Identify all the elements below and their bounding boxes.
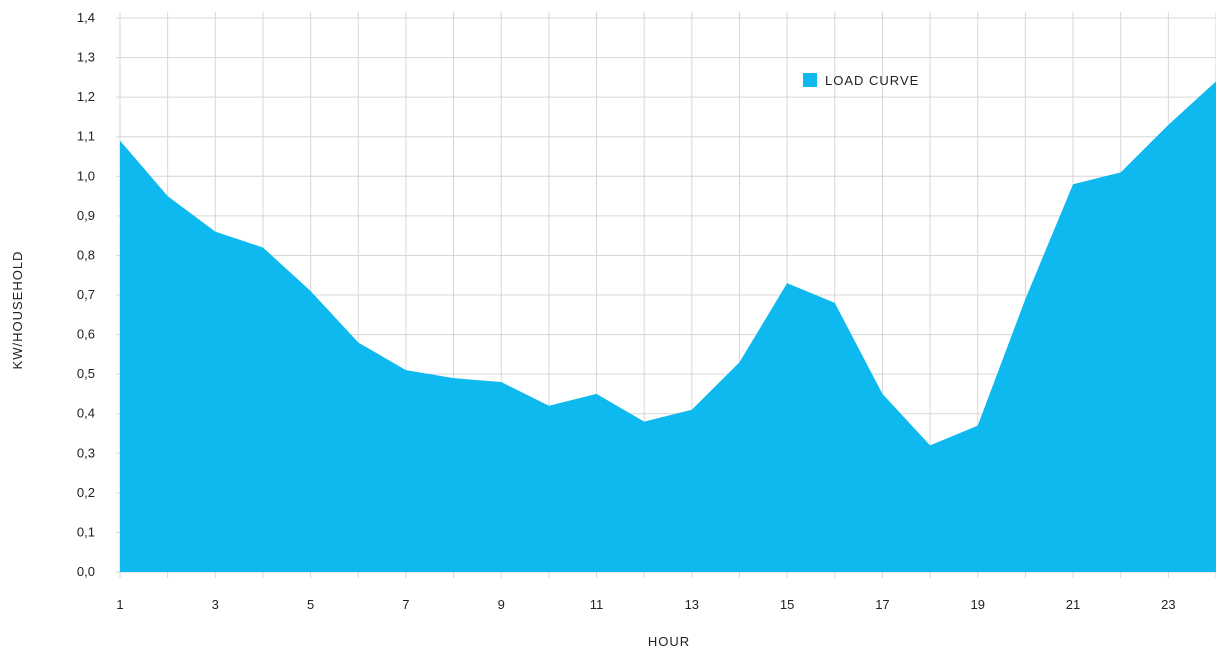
- y-tick-label: 0,2: [77, 485, 95, 500]
- y-tick-label: 0,5: [77, 366, 95, 381]
- x-tick-label: 11: [590, 597, 604, 612]
- legend-swatch: [803, 73, 817, 87]
- load-curve-area: [120, 81, 1216, 573]
- y-tick-label: 1,0: [77, 168, 95, 183]
- y-tick-label: 1,1: [77, 129, 95, 144]
- x-tick-label: 23: [1161, 597, 1175, 612]
- y-tick-label: 0,1: [77, 524, 95, 539]
- y-tick-label: 0,4: [77, 406, 95, 421]
- y-tick-label: 1,3: [77, 50, 95, 65]
- y-tick-label: 0,0: [77, 564, 95, 579]
- y-tick-labels: 0,0 0,1 0,2 0,3 0,4 0,5 0,6 0,7 0,8 0,9 1,0 1,1 1,2 1…: [77, 10, 95, 579]
- x-tick-label: 17: [875, 597, 889, 612]
- x-tick-label: 19: [971, 597, 985, 612]
- y-tick-label: 0,6: [77, 327, 95, 342]
- x-tick-label: 7: [402, 597, 409, 612]
- legend: LOAD CURVE: [803, 73, 919, 88]
- y-axis-title: KW/HOUSEHOLD: [10, 251, 25, 370]
- y-tick-label: 0,7: [77, 287, 95, 302]
- x-tick-label: 21: [1066, 597, 1080, 612]
- y-tick-label: 1,4: [77, 10, 95, 25]
- x-tick-label: 15: [780, 597, 794, 612]
- x-tick-label: 1: [116, 597, 123, 612]
- legend-label: LOAD CURVE: [825, 73, 919, 88]
- y-tick-label: 0,3: [77, 445, 95, 460]
- x-axis-title: HOUR: [648, 634, 690, 649]
- x-tick-label: 9: [498, 597, 505, 612]
- y-tick-label: 0,8: [77, 247, 95, 262]
- x-tick-labels: 1 3 5 7 9 11 13 15 17 19 21 23: [116, 597, 1175, 612]
- y-tick-label: 0,9: [77, 208, 95, 223]
- x-tick-label: 13: [685, 597, 699, 612]
- x-tick-label: 3: [212, 597, 219, 612]
- x-tick-label: 5: [307, 597, 314, 612]
- y-tick-label: 1,2: [77, 89, 95, 104]
